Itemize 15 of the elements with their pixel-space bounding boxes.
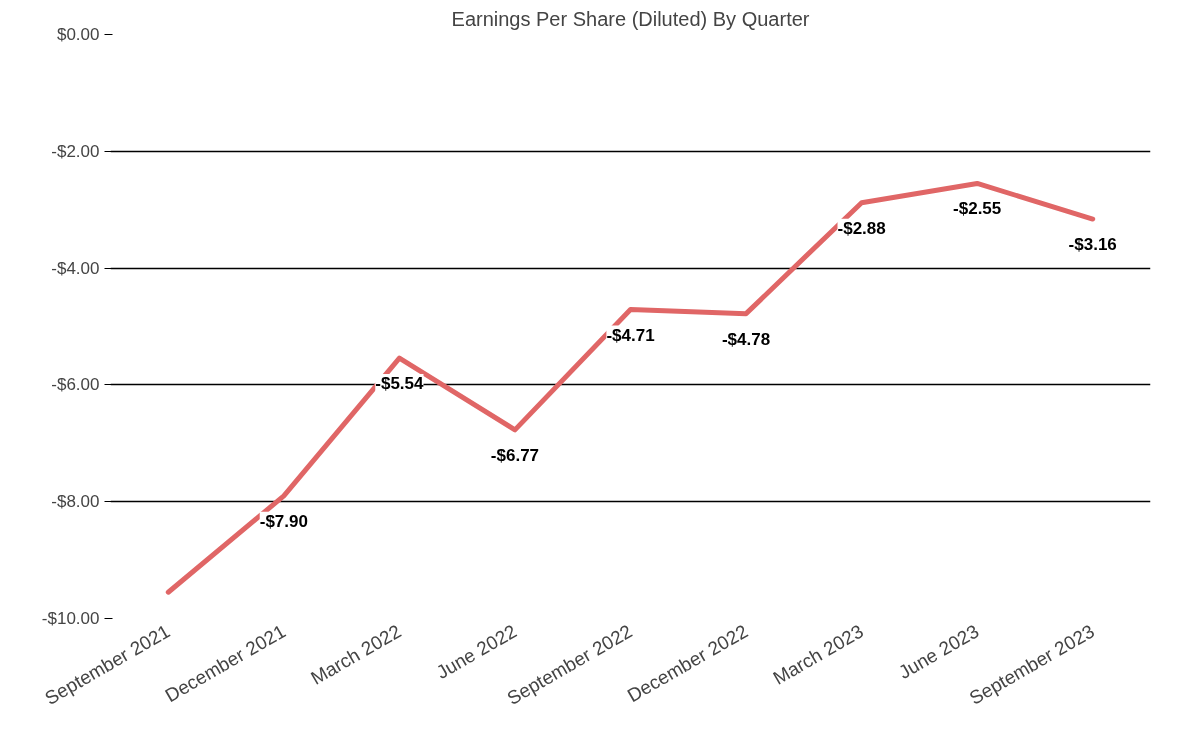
data-label: -$4.78: [721, 329, 771, 349]
data-label: -$2.88: [837, 218, 886, 238]
y-tick-label: -$10.00: [41, 609, 100, 628]
y-tick-label: -$2.00: [51, 141, 100, 161]
data-label: -$5.54: [375, 374, 425, 394]
data-label: -$4.71: [606, 325, 655, 345]
data-label: -$7.90: [259, 511, 308, 531]
data-label: -$6.77: [490, 445, 540, 465]
data-label: -$3.16: [1068, 235, 1117, 255]
y-tick-label: -$8.00: [51, 492, 100, 512]
y-tick-label: -$6.00: [51, 375, 100, 395]
data-label: -$2.55: [953, 199, 1002, 219]
y-tick-label: $0.00: [56, 25, 100, 44]
chart-title: Earnings Per Share (Diluted) By Quarter: [451, 7, 810, 30]
y-tick-label: -$4.00: [51, 258, 100, 278]
